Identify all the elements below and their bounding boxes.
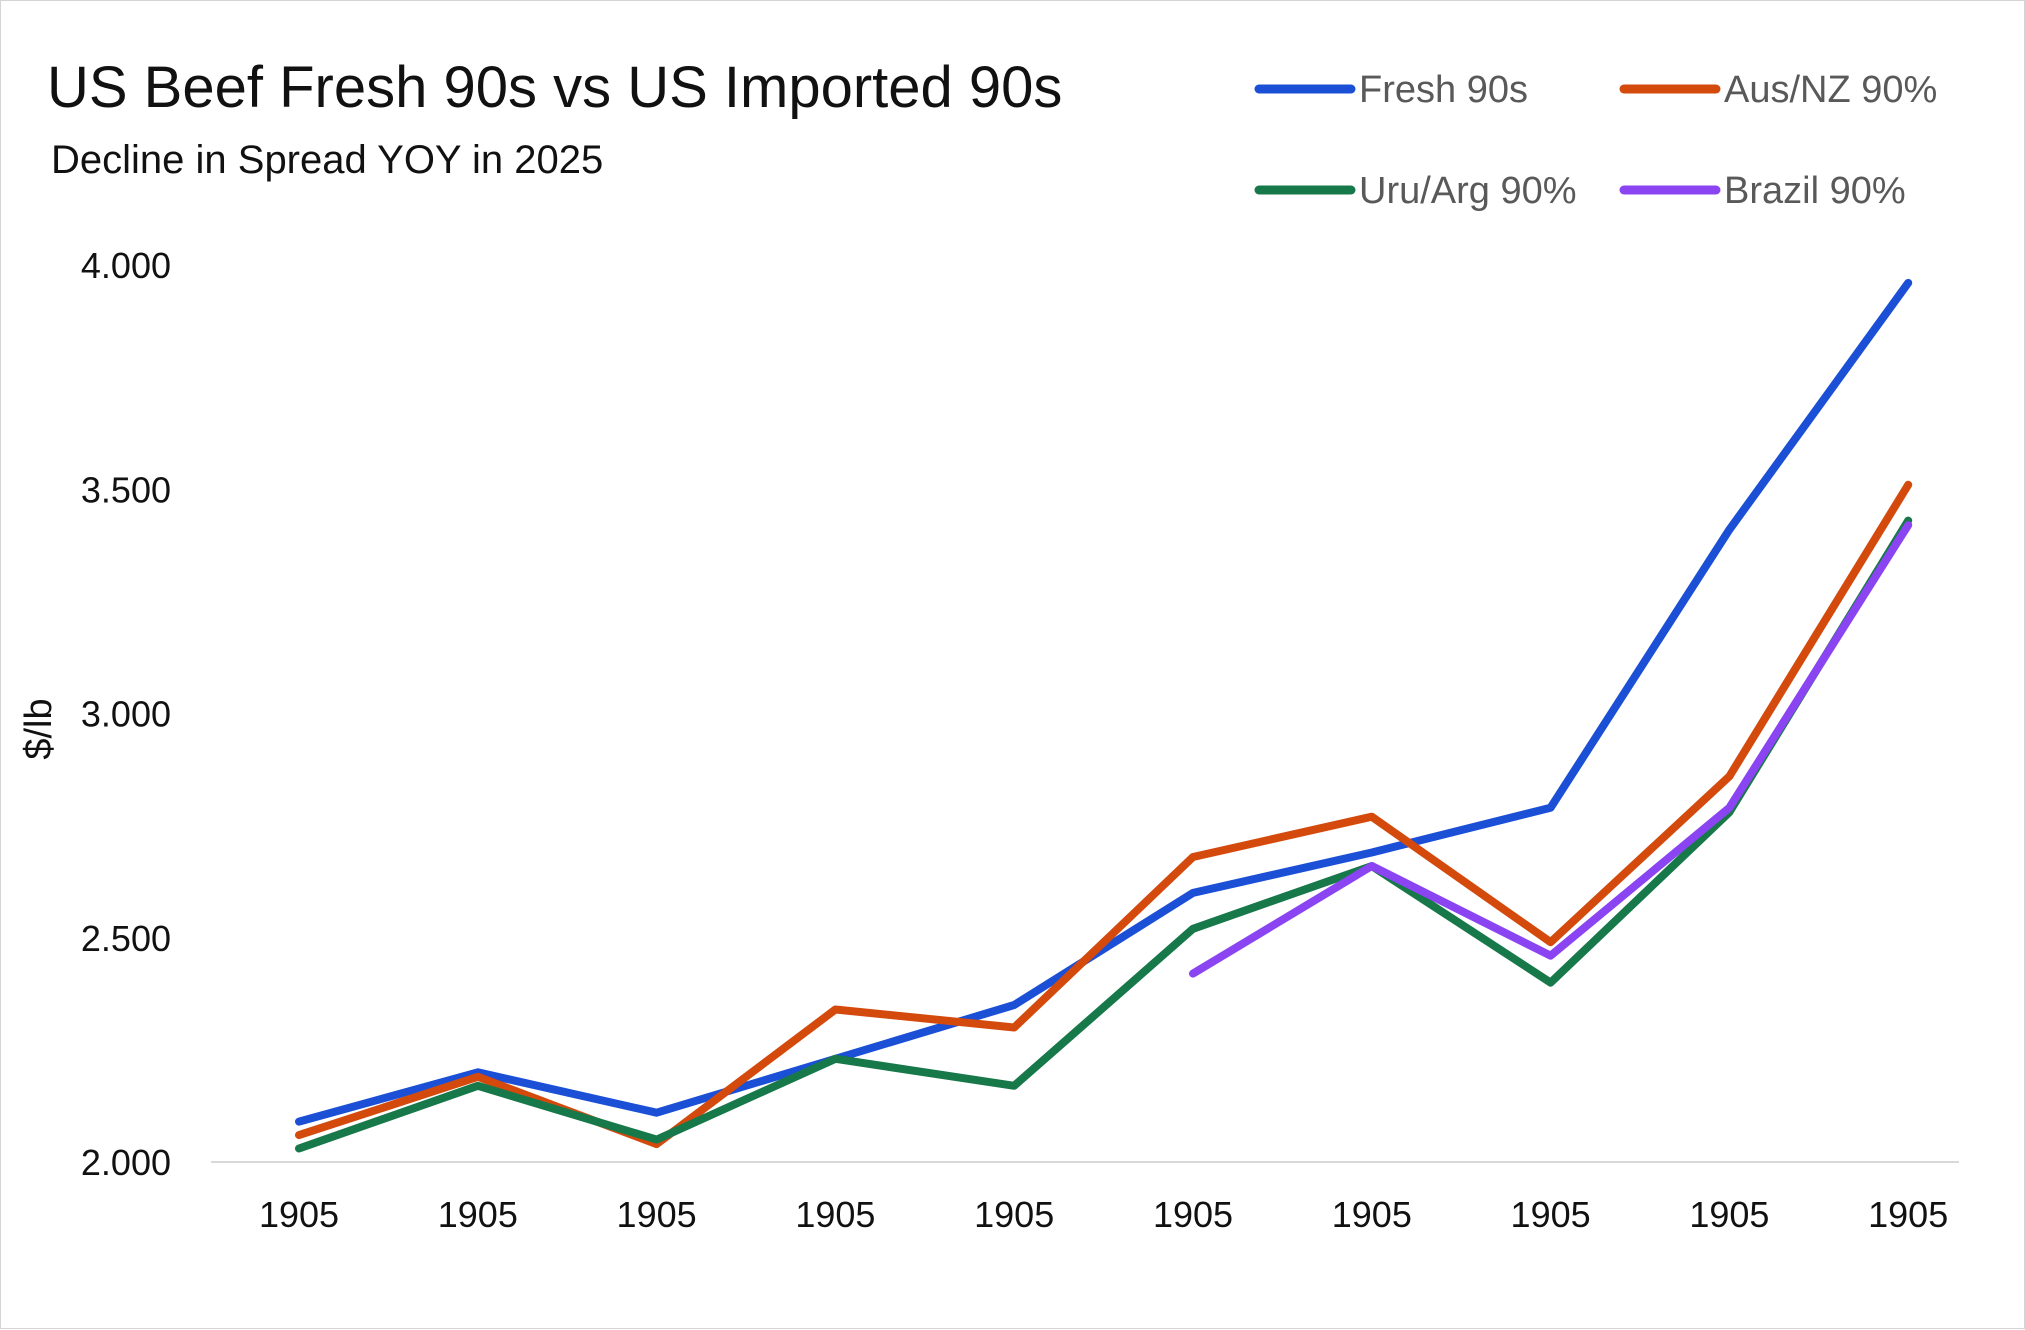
y-tick-label: 2.500 [81, 918, 171, 959]
legend-label: Fresh 90s [1359, 69, 1528, 111]
legend: Fresh 90s Aus/NZ 90% Uru/Arg 90% Brazil 90% [1254, 69, 1937, 212]
x-tick-label: 1905 [1332, 1194, 1412, 1235]
x-tick-label: 1905 [1511, 1194, 1591, 1235]
series-line-brazil-90 [1189, 521, 1913, 978]
legend-item-aus-nz-90: Aus/NZ 90% [1619, 69, 1937, 111]
x-tick-label: 1905 [1153, 1194, 1233, 1235]
chart-title: US Beef Fresh 90s vs US Imported 90s [47, 55, 1062, 120]
legend-label: Aus/NZ 90% [1724, 69, 1937, 111]
y-tick-label: 3.000 [81, 694, 171, 735]
y-axis-title: $/lb [18, 698, 60, 759]
y-tick-label: 4.000 [81, 245, 171, 286]
series-line-uru-arg-90 [295, 516, 1913, 1153]
legend-label: Uru/Arg 90% [1359, 170, 1577, 212]
x-tick-label: 1905 [1868, 1194, 1948, 1235]
series-line-fresh-90s [295, 278, 1913, 1126]
y-tick-label: 2.000 [81, 1142, 171, 1183]
legend-item-uru-arg-90: Uru/Arg 90% [1254, 170, 1577, 212]
x-tick-label: 1905 [259, 1194, 339, 1235]
y-tick-label: 3.500 [81, 469, 171, 510]
series-layer [295, 278, 1913, 1153]
y-axis-ticks: 4.000 3.500 3.000 2.500 2.000 [81, 245, 171, 1183]
x-tick-label: 1905 [617, 1194, 697, 1235]
x-axis-ticks: 1905 1905 1905 1905 1905 1905 1905 1905 1905 1905 [259, 1194, 1948, 1235]
x-tick-label: 1905 [1689, 1194, 1769, 1235]
x-tick-label: 1905 [438, 1194, 518, 1235]
legend-item-brazil-90: Brazil 90% [1619, 170, 1906, 212]
series-line-aus-nz-90 [295, 480, 1913, 1149]
legend-label: Brazil 90% [1724, 170, 1906, 212]
legend-item-fresh-90s: Fresh 90s [1254, 69, 1528, 111]
x-tick-label: 1905 [795, 1194, 875, 1235]
chart-subtitle: Decline in Spread YOY in 2025 [51, 138, 603, 182]
x-tick-label: 1905 [974, 1194, 1054, 1235]
